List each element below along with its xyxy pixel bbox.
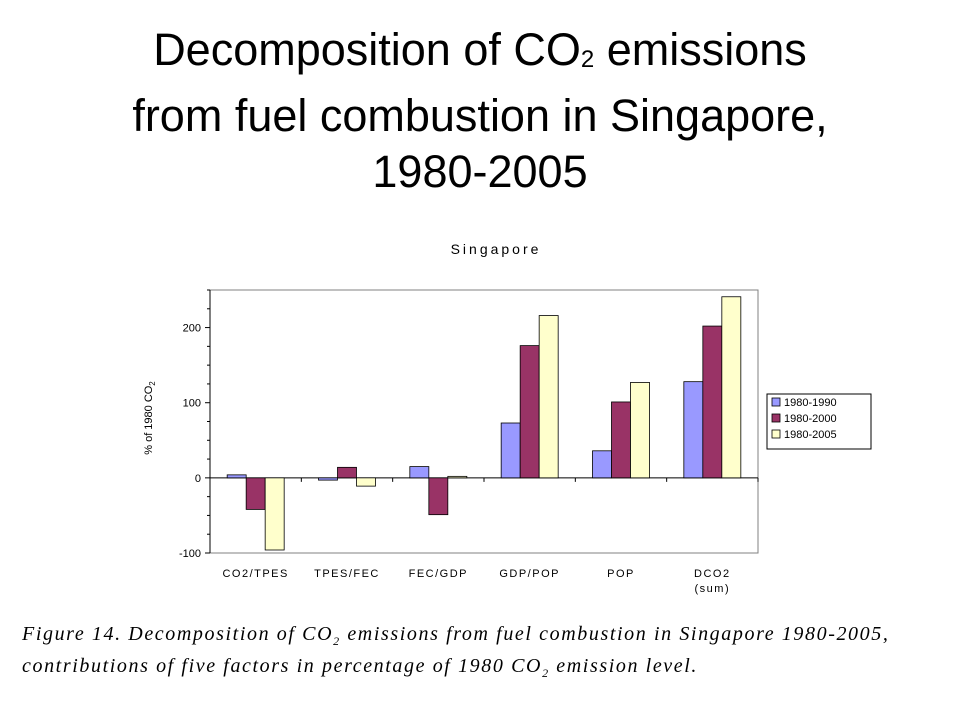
bar (702, 325, 723, 479)
bar-chart: Singapore -100 0 100 200 CO2/TPES TPES/FEC FE… (143, 241, 872, 595)
bar (318, 477, 338, 481)
bar (519, 345, 540, 479)
y-tick-label: 200 (183, 323, 201, 335)
bar (611, 401, 631, 479)
x-tick-label: DCO2 (694, 568, 731, 580)
legend-swatch (771, 413, 781, 423)
bar (683, 381, 704, 479)
x-tick-label: POP (607, 568, 635, 580)
bar (245, 477, 266, 510)
legend-label: 1980-2000 (784, 413, 837, 425)
legend-label: 1980-1990 (784, 397, 837, 409)
x-tick-label: FEC/GDP (409, 568, 468, 580)
title-line-1: Decomposition of CO2 emissions (153, 24, 807, 75)
bar (447, 475, 468, 479)
y-tick-label: 100 (183, 398, 201, 410)
x-axis: CO2/TPES TPES/FEC FEC/GDP GDP/POP POP DCO2 (su… (209, 477, 759, 595)
caption-line-1: Figure 14. Decomposition of CO2 emission… (22, 623, 890, 648)
x-tick-label: TPES/FEC (314, 568, 380, 580)
bar (356, 477, 376, 487)
bar (500, 422, 521, 479)
legend-swatch (771, 429, 781, 439)
plot-border (209, 289, 759, 554)
bar (409, 466, 430, 479)
legend-swatch (771, 397, 781, 407)
slide-title: Decomposition of CO2 emissions from fuel… (0, 22, 960, 200)
figure-caption: Figure 14. Decomposition of CO2 emission… (22, 622, 942, 686)
bar (721, 296, 742, 479)
title-line-2: from fuel combustion in Singapore, (132, 90, 828, 141)
legend-label: 1980-2005 (784, 429, 837, 441)
bars (226, 296, 742, 551)
bar (592, 450, 612, 479)
bar (428, 477, 449, 516)
bar (264, 477, 285, 551)
chart-title: Singapore (451, 241, 542, 257)
x-tick-label: CO2/TPES (222, 568, 288, 580)
y-axis: -100 0 100 200 (179, 289, 211, 560)
legend-box (766, 393, 872, 450)
caption-line-2: contributions of five factors in percent… (22, 655, 699, 680)
bar (226, 474, 247, 479)
title-line-3: 1980-2005 (372, 146, 588, 197)
legend: 1980-1990 1980-2000 1980-2005 (766, 393, 872, 450)
x-tick-label: GDP/POP (499, 568, 560, 580)
x-tick-sublabel: (sum) (695, 583, 731, 595)
bar (630, 382, 650, 479)
y-tick-label: -100 (179, 548, 201, 560)
bar (337, 466, 357, 479)
y-tick-label: 0 (195, 473, 201, 485)
plot-area (209, 289, 759, 554)
y-axis-label: % of 1980 CO2 (143, 381, 157, 455)
bar (538, 315, 559, 479)
